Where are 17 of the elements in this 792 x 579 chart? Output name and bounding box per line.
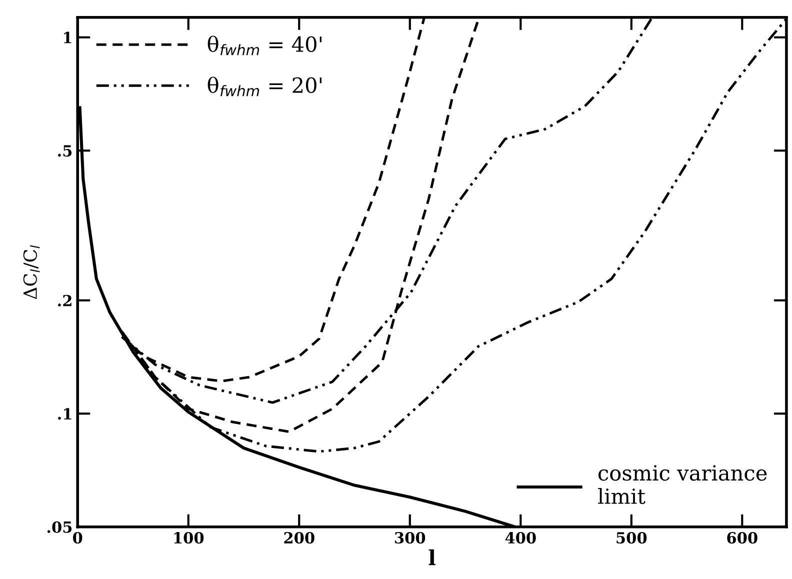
y-tick-label: 1 bbox=[64, 32, 72, 44]
y-tick-label: .5 bbox=[58, 145, 72, 157]
legend-label: θ$_{fwhm}$ = 40' bbox=[208, 36, 322, 56]
y-axis-title: ΔC$_{l}$/C$_{l}$ bbox=[23, 245, 40, 300]
legend-label: θ$_{fwhm}$ = 20' bbox=[208, 76, 322, 96]
y-tick-label: .05 bbox=[47, 521, 72, 533]
y-tick-label: .2 bbox=[58, 294, 72, 306]
x-axis-title: l bbox=[428, 549, 436, 566]
x-tick-label: 200 bbox=[284, 532, 314, 544]
x-tick-label: 500 bbox=[616, 532, 647, 544]
legend-label: cosmic variance limit bbox=[598, 465, 767, 504]
x-tick-label: 600 bbox=[727, 532, 758, 544]
y-tick-label: .1 bbox=[58, 408, 72, 420]
x-tick-label: 0 bbox=[73, 532, 82, 544]
x-tick-label: 100 bbox=[174, 532, 204, 544]
x-tick-label: 300 bbox=[395, 532, 426, 544]
x-tick-label: 400 bbox=[505, 532, 536, 544]
